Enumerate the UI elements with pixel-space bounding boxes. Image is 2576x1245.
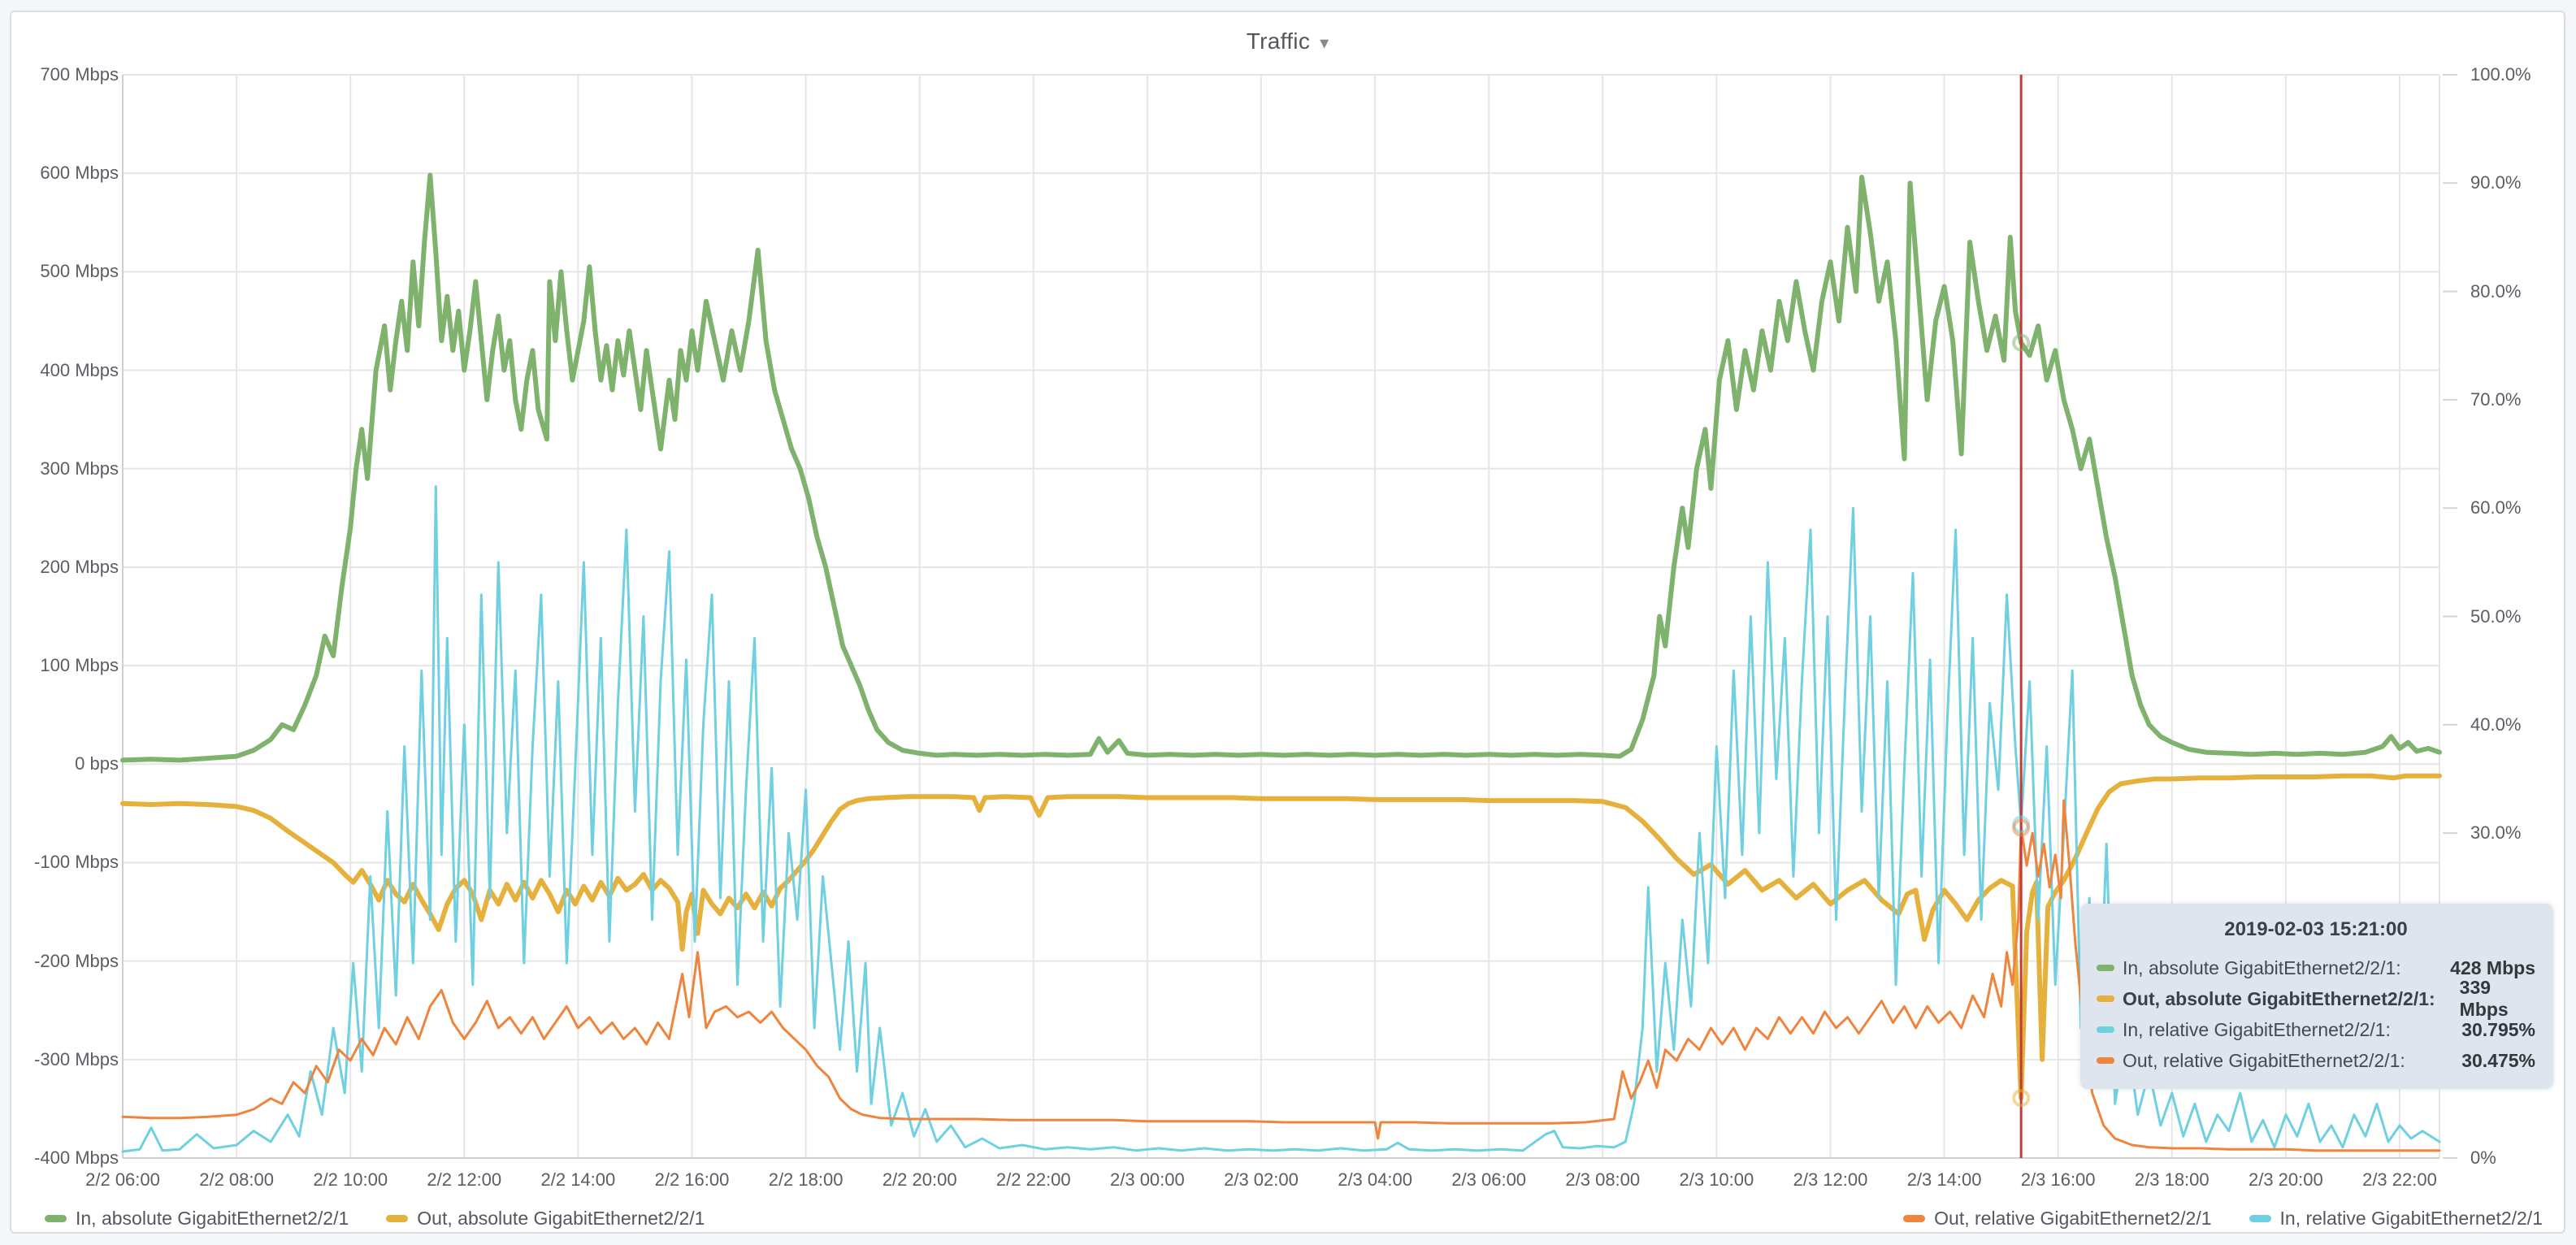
chart-plot-area[interactable]: 700 Mbps 600 Mbps 500 Mbps 400 Mbps 300 Mbps… [11,12,2567,1235]
left-axis-label: -400 Mbps [34,1147,119,1168]
in_abs-swatch-icon [2097,965,2114,971]
left-axis-label: 700 Mbps [40,64,119,85]
tooltip-series-label: Out, relative GigabitEthernet2/2/1: [2123,1049,2405,1071]
x-axis-label: 2/3 18:00 [2134,1169,2210,1190]
crosshair-marker-out_abs [2012,1089,2031,1108]
tooltip-series-label: In, relative GigabitEthernet2/2/1: [2123,1018,2391,1040]
x-axis-label: 2/3 22:00 [2362,1169,2437,1190]
x-axis-label: 2/3 02:00 [1224,1169,1299,1190]
tooltip-series-value: 30.475% [2461,1049,2535,1071]
panel-header[interactable]: Traffic ▾ [11,20,2564,63]
left-axis-label: 400 Mbps [40,359,119,380]
crosshair-tooltip: 2019-02-03 15:21:00 In, absolute Gigabit… [2080,904,2553,1089]
tooltip-timestamp: 2019-02-03 15:21:00 [2224,918,2408,940]
out_rel-swatch-icon [1903,1214,1926,1222]
x-axis-label: 2/2 08:00 [199,1169,274,1190]
traffic-panel: Traffic ▾ 700 Mbps 600 Mbps 500 Mbps 400 Mb… [10,11,2565,1234]
x-axis-label: 2/3 16:00 [2020,1169,2096,1190]
series-out_rel[interactable] [121,799,2441,1152]
tooltip-series-label: Out, absolute GigabitEthernet2/2/1: [2123,987,2435,1009]
tooltip-series-value: 428 Mbps [2450,957,2535,978]
x-axis-label: 2/3 20:00 [2248,1169,2323,1190]
x-axis-label: 2/2 18:00 [768,1169,843,1190]
left-axis-label: -300 Mbps [34,1048,119,1069]
legend-label: In, absolute GigabitEthernet2/2/1 [76,1207,349,1229]
right-axis-label: 80.0% [2470,280,2522,301]
left-axis-label: 200 Mbps [40,556,119,577]
legend-label: Out, absolute GigabitEthernet2/2/1 [417,1207,705,1229]
tooltip-series-label: In, absolute GigabitEthernet2/2/1: [2123,957,2401,978]
in_abs-swatch-icon [45,1214,67,1222]
panel-title[interactable]: Traffic [1246,28,1311,54]
tooltip-series-value: 30.795% [2461,1018,2535,1040]
x-axis-label: 2/2 12:00 [427,1169,502,1190]
x-axis-label: 2/2 16:00 [654,1169,730,1190]
crosshair-marker-out_rel [2012,818,2031,837]
right-axis-label: 60.0% [2470,497,2522,518]
legend-relative: Out, relative GigabitEthernet2/2/1 In, re… [1903,1205,2543,1231]
x-axis-label: 2/3 10:00 [1679,1169,1754,1190]
legend-item-out_abs[interactable]: Out, absolute GigabitEthernet2/2/1 [386,1208,705,1230]
right-axis-label: 30.0% [2470,822,2522,844]
in_rel-swatch-icon [2249,1214,2271,1222]
left-axis-label: 0 bps [75,753,119,774]
tooltip-row-out_rel: Out, relative GigabitEthernet2/2/1: 30.47… [2097,1045,2535,1076]
left-axis-label: -100 Mbps [34,852,119,873]
out_abs-swatch-icon [386,1214,409,1222]
right-axis-label: 100.0% [2470,64,2531,85]
x-axis-label: 2/2 06:00 [85,1169,160,1190]
tooltip-row-out_abs: Out, absolute GigabitEthernet2/2/1: 339 M… [2097,977,2535,1020]
tooltip-row-in_rel: In, relative GigabitEthernet2/2/1: 30.795… [2097,1014,2535,1045]
right-axis-label: 40.0% [2470,714,2522,735]
left-axis-label: 300 Mbps [40,458,119,479]
right-axis-label: 70.0% [2470,388,2522,410]
crosshair-marker-in_abs [2012,333,2031,352]
legend-item-out_rel[interactable]: Out, relative GigabitEthernet2/2/1 [1903,1207,2212,1230]
tooltip-series-value: 339 Mbps [2459,977,2509,1020]
out_abs-swatch-icon [2097,996,2114,1002]
right-axis-label: 90.0% [2470,172,2522,193]
x-axis-label: 2/2 14:00 [540,1169,616,1190]
x-axis-label: 2/2 10:00 [313,1169,388,1190]
in_rel-swatch-icon [2097,1026,2114,1033]
out_rel-swatch-icon [2097,1057,2114,1064]
chevron-down-icon: ▾ [1320,33,1329,53]
left-axis-label: 100 Mbps [40,655,119,676]
x-axis-label: 2/3 06:00 [1451,1169,1527,1190]
traffic-chart[interactable] [11,12,2567,1235]
x-axis-label: 2/3 12:00 [1793,1169,1868,1190]
legend-absolute: In, absolute GigabitEthernet2/2/1 Out, ab… [45,1205,705,1231]
left-axis-label: 500 Mbps [40,261,119,282]
x-axis-label: 2/2 22:00 [995,1169,1071,1190]
left-axis-label: -200 Mbps [34,950,119,971]
legend-label: Out, relative GigabitEthernet2/2/1 [1934,1207,2212,1229]
right-axis-label: 0% [2470,1147,2496,1168]
x-axis-label: 2/2 20:00 [882,1169,957,1190]
tooltip-rows: In, absolute GigabitEthernet2/2/1: 428 Mb… [2097,952,2535,1076]
right-axis-label: 50.0% [2470,605,2522,627]
x-axis-label: 2/3 00:00 [1110,1169,1185,1190]
x-axis-label: 2/3 04:00 [1338,1169,1412,1190]
series-in_abs[interactable] [120,172,2442,763]
tooltip-row-in_abs: In, absolute GigabitEthernet2/2/1: 428 Mb… [2097,952,2535,983]
x-axis-label: 2/3 14:00 [1906,1169,1982,1190]
legend-item-in_rel[interactable]: In, relative GigabitEthernet2/2/1 [2249,1208,2543,1230]
x-axis-label: 2/3 08:00 [1565,1169,1641,1190]
legend-item-in_abs[interactable]: In, absolute GigabitEthernet2/2/1 [45,1208,349,1230]
left-axis-label: 600 Mbps [40,163,119,184]
legend-label: In, relative GigabitEthernet2/2/1 [2279,1207,2543,1229]
